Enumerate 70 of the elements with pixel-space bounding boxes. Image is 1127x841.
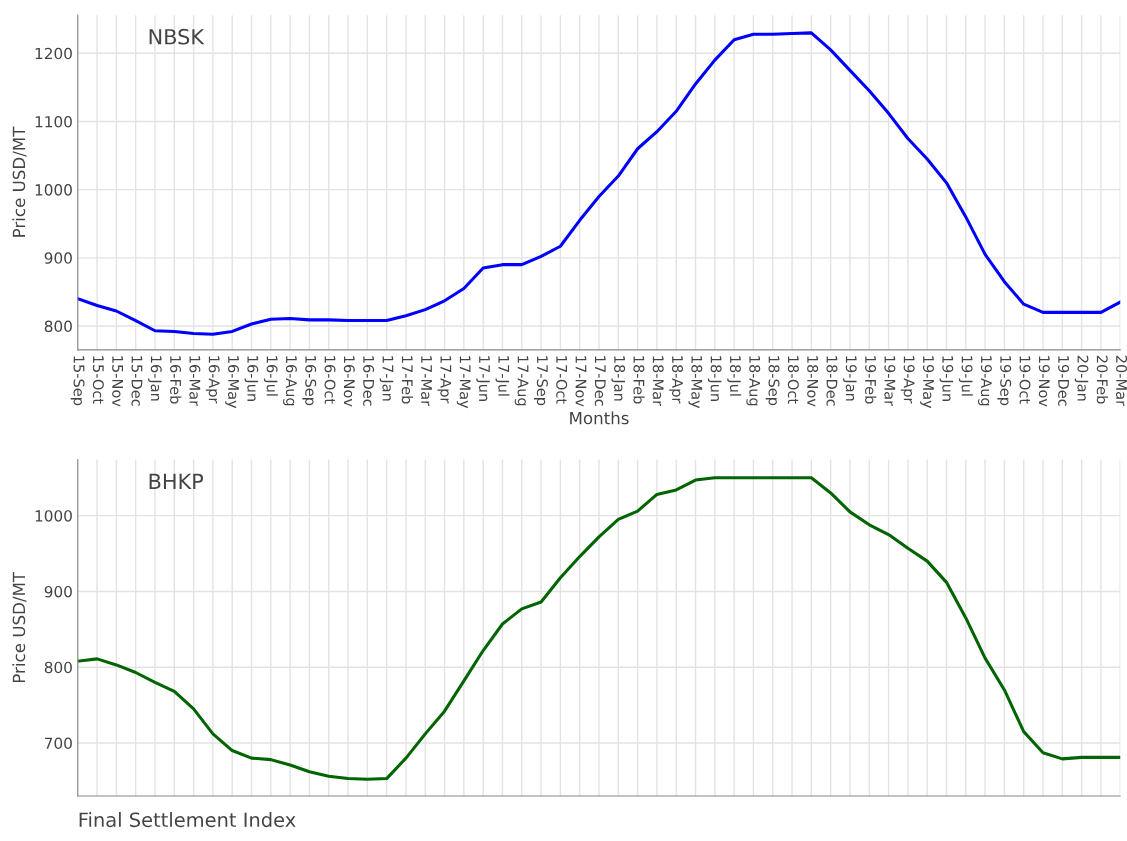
text: Final Settlement Index [79, 812, 296, 828]
x-tick-label: 17-Nov [575, 356, 587, 407]
x-tick-label: 17-Jun [476, 356, 490, 401]
x-tick-label: 18-Jan [611, 356, 626, 401]
x-tick-label: 19-Jan [843, 356, 857, 401]
x-tick-label: 15-Dec [131, 356, 143, 406]
y-tick-label: 800 [44, 661, 72, 674]
y-tick-label: 1000 [35, 510, 72, 522]
x-tick-label: 19-Sep [997, 356, 1012, 406]
x-tick-label: 19-Oct [1019, 356, 1031, 404]
x-tick-label: 17-Apr [437, 356, 452, 404]
x-tick-label: 19-Apr [900, 356, 915, 404]
x-tick-label: 17-Mar [421, 356, 432, 407]
y-tick-label: 1100 [35, 115, 72, 128]
x-tick-label: 20-Feb [1096, 355, 1108, 404]
y-axis-title: Price USD/MT [12, 126, 27, 237]
x-tick-label: 16-Aug [283, 356, 297, 406]
x-tick-label: 16-Nov [343, 356, 355, 407]
x-tick-label: 18-Oct [787, 356, 799, 404]
x-tick-label: 17-Feb [401, 356, 414, 404]
x-tick-label: 19-Aug [978, 356, 992, 406]
x-tick-label: 19-Feb [865, 356, 877, 404]
x-tick-label: 18-May [688, 356, 703, 409]
x-tick-label: 19-Nov [1038, 356, 1050, 407]
x-tick-label: 17-Jul [495, 356, 510, 396]
x-tick-label: 18-Apr [669, 356, 684, 404]
x-tick-label: 15-Oct [92, 356, 104, 404]
x-tick-label: 17-Oct [556, 356, 568, 404]
text: BHKP [149, 473, 204, 489]
x-tick-label: 19-Jun [939, 356, 954, 401]
x-tick-label: 18-Mar [652, 356, 664, 407]
x-tick-label: 20-Mar [1116, 355, 1127, 407]
x-tick-label: 18-Dec [826, 356, 838, 406]
x-tick-label: 16-Apr [205, 356, 220, 404]
x-tick-label: 19-Dec [1058, 356, 1070, 406]
x-tick-label: 20-Jan [1074, 355, 1089, 401]
y-tick-label: 900 [44, 585, 72, 598]
y-tick-label: 1200 [35, 47, 72, 60]
x-tick-label: 19-May [920, 356, 934, 409]
x-tick-label: 16-Feb [170, 356, 182, 404]
x-tick-label: 18-Jul [727, 356, 742, 396]
x-tick-label: 16-Jun [244, 356, 259, 401]
x-tick-label: 15-Sep [70, 356, 85, 406]
y-tick-label: 800 [44, 320, 72, 333]
x-tick-label: 18-Nov [807, 356, 819, 407]
x-tick-label: 15-Nov [112, 356, 123, 407]
x-tick-label: 19-Mar [884, 356, 896, 407]
x-tick-label: 17-Jan [379, 356, 394, 401]
x-tick-label: 16-Jan [148, 356, 162, 401]
x-tick-label: 16-Mar [189, 356, 201, 407]
x-tick-label: 18-Jun [707, 356, 722, 401]
x-tick-label: 16-Dec [363, 356, 375, 406]
x-tick-label: 16-Sep [302, 356, 317, 406]
x-tick-label: 17-May [456, 356, 471, 409]
x-tick-label: 18-Sep [765, 356, 780, 406]
x-axis-title: Months [570, 411, 629, 425]
y-tick-label: 700 [44, 737, 72, 749]
x-tick-label: 16-Jul [263, 356, 278, 396]
x-tick-label: 18-Aug [746, 356, 761, 406]
y-tick-label: 900 [44, 252, 72, 264]
x-tick-label: 16-Oct [324, 356, 336, 404]
x-tick-label: 18-Feb [633, 356, 645, 404]
x-tick-label: 19-Jul [958, 356, 973, 396]
x-tick-label: 17-Dec [594, 356, 606, 406]
x-tick-label: 17-Sep [534, 356, 548, 406]
y-tick-label: 1000 [35, 184, 72, 196]
x-tick-label: 16-May [225, 356, 239, 409]
y-axis-title: Price USD/MT [12, 571, 27, 683]
text: NBSK [149, 28, 205, 45]
x-tick-label: 17-Aug [514, 356, 529, 406]
